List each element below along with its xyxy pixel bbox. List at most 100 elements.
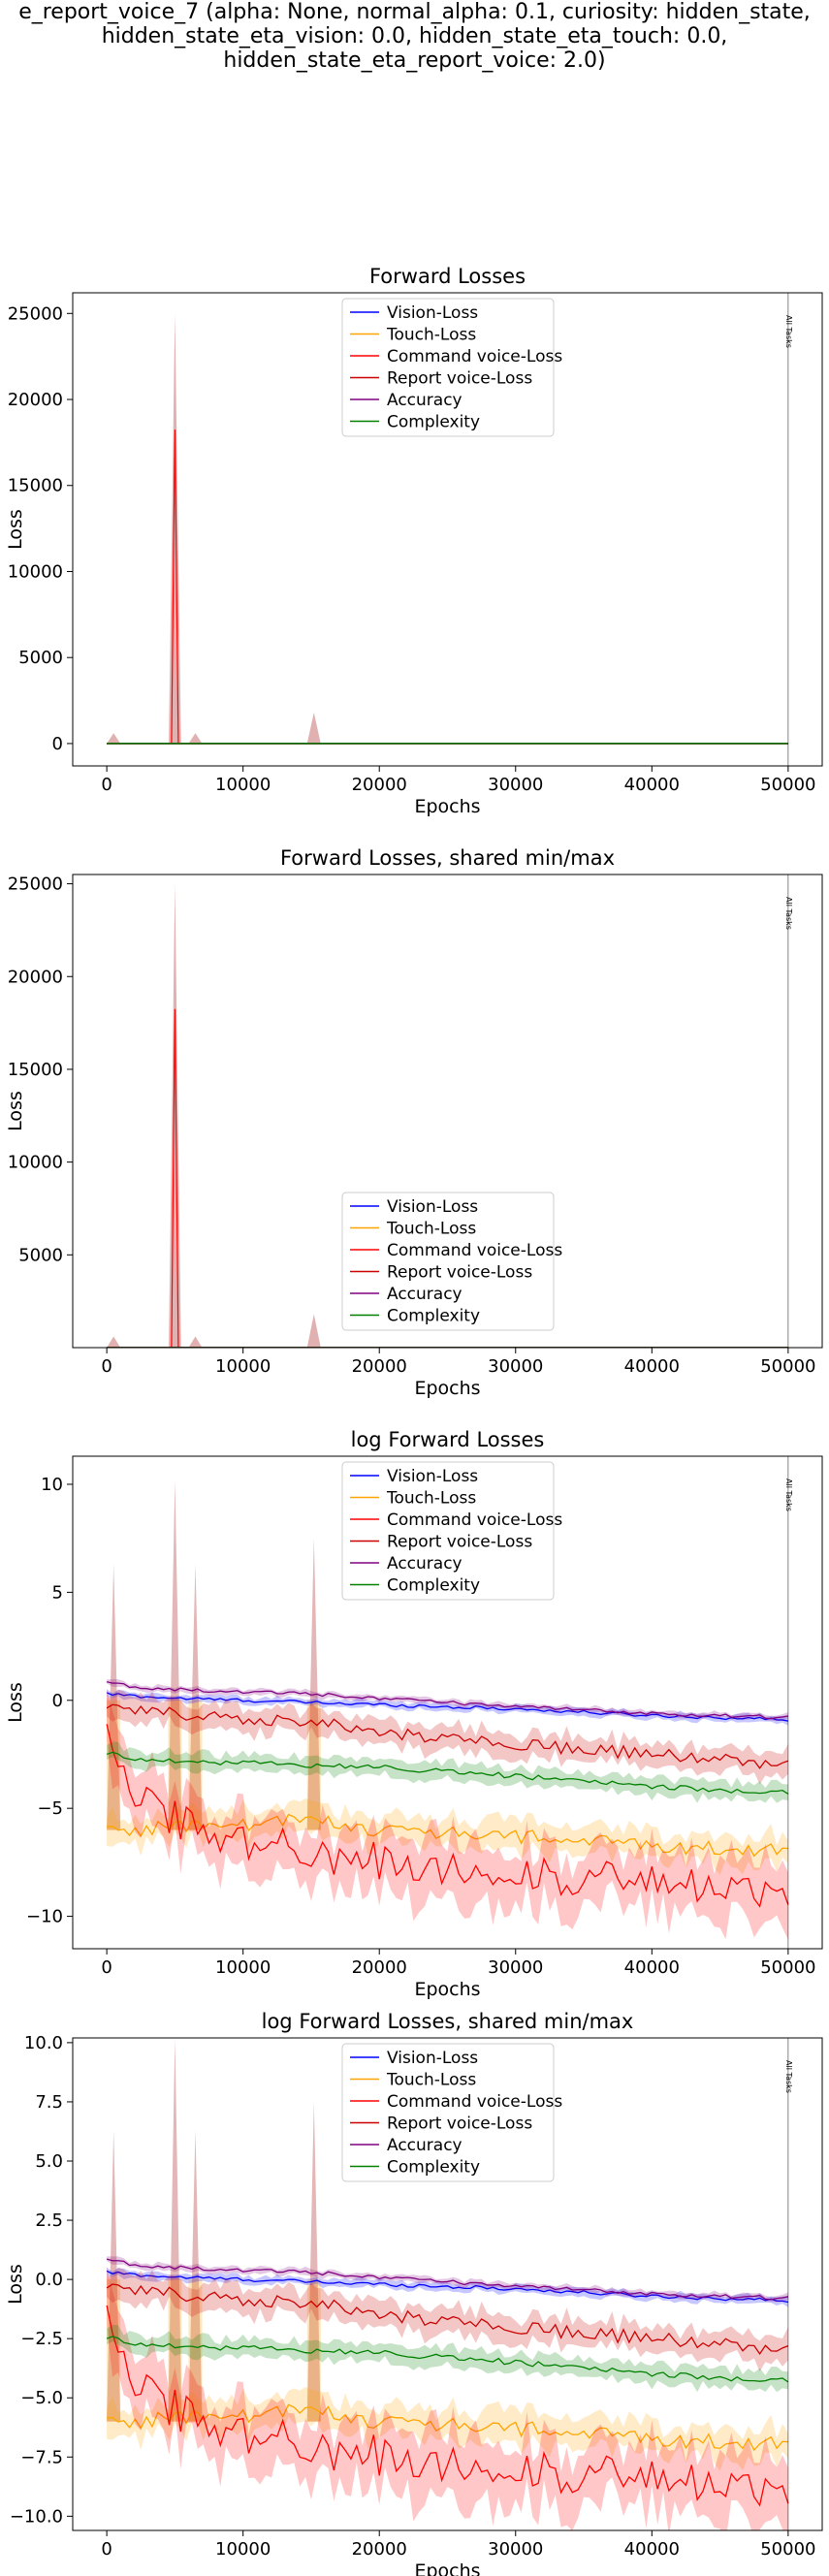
x-tick: 20000 (352, 1949, 407, 1978)
chart-title: Forward Losses, shared min/max (280, 846, 615, 870)
series-line-command (106, 1724, 789, 1908)
legend-entry: Command voice-Loss (387, 347, 562, 366)
x-tick: 20000 (352, 2530, 407, 2560)
spike-band (168, 2038, 182, 2422)
plot-area (106, 2038, 789, 2530)
spike-band (188, 733, 203, 744)
y-tick-label: 10000 (8, 561, 63, 582)
legend-entry: Complexity (387, 1576, 480, 1596)
figure-title-line-3: hidden_state_eta_report_voice: 2.0) (223, 48, 606, 73)
y-tick: 10 (41, 1475, 73, 1495)
series-band-vision (107, 1689, 788, 1726)
x-tick-label: 0 (101, 775, 112, 795)
y-tick: 0.0 (35, 2270, 73, 2290)
touch-spike-band (168, 2279, 182, 2422)
x-tick-label: 50000 (760, 775, 815, 795)
x-tick: 0 (101, 1348, 112, 1377)
spike-band (188, 1564, 203, 1830)
y-tick: 5000 (18, 1245, 73, 1265)
x-tick: 40000 (624, 1348, 680, 1377)
y-tick: 25000 (8, 875, 73, 895)
spike-band (306, 712, 321, 744)
chart-title: Forward Losses (369, 265, 526, 288)
y-tick-label: 5000 (18, 648, 63, 668)
x-tick-label: 30000 (488, 2539, 543, 2560)
x-axis-label: Epochs (414, 796, 480, 817)
plot-area (106, 1479, 789, 1940)
legend-entry: Vision-Loss (387, 2049, 478, 2068)
series-line-vision (106, 2270, 788, 2304)
legend: Vision-Loss Touch-Loss Command voice-Loss R… (341, 1461, 562, 1601)
y-tick-label: 10 (41, 1475, 63, 1495)
x-tick: 10000 (215, 2530, 271, 2560)
x-tick-label: 10000 (215, 2539, 271, 2560)
legend-box (341, 298, 555, 437)
legend-entry: Vision-Loss (387, 303, 478, 323)
x-tick: 0 (101, 1949, 112, 1978)
y-tick-label: 2.5 (35, 2210, 63, 2231)
y-axis-label: Loss (5, 509, 26, 550)
axes-frame (72, 2037, 823, 2531)
legend-entry: Accuracy (387, 2136, 462, 2155)
y-tick-label: 10.0 (24, 2033, 63, 2053)
x-tick: 10000 (215, 766, 271, 795)
x-tick: 40000 (624, 2530, 680, 2560)
series-band-complexity (107, 2324, 788, 2393)
figure-title-line-1: e_report_voice_7 (alpha: None, normal_al… (18, 0, 811, 24)
y-tick: 10000 (8, 561, 73, 582)
spike-band (306, 1314, 321, 1348)
spike-band (107, 1336, 121, 1348)
y-tick: 7.5 (35, 2092, 73, 2113)
legend-entry: Touch-Loss (386, 1220, 476, 1239)
x-axis-label: Epochs (414, 2560, 480, 2576)
series-line-vision (106, 1692, 788, 1722)
x-tick-label: 10000 (215, 1356, 271, 1377)
y-tick-label: 0.0 (35, 2270, 63, 2290)
chart-forward-losses-shared: Forward Losses, shared min/max All Tasks 0… (5, 846, 823, 1399)
legend: Vision-Loss Touch-Loss Command voice-Loss R… (341, 298, 562, 437)
axes-frame (72, 292, 823, 767)
legend-entry: Command voice-Loss (387, 1511, 562, 1530)
y-tick: 10.0 (24, 2033, 73, 2053)
x-tick: 50000 (760, 1348, 815, 1377)
x-tick-label: 30000 (488, 1957, 543, 1978)
x-tick: 30000 (488, 2530, 543, 2560)
touch-spike-band (168, 1700, 182, 1830)
x-tick-label: 30000 (488, 1356, 543, 1377)
legend-box (341, 1192, 555, 1331)
legend-entry: Report voice-Loss (387, 369, 532, 389)
y-tick-label: −5.0 (20, 2388, 63, 2408)
series-band-complexity (107, 1741, 788, 1803)
spike-band (169, 313, 181, 744)
y-tick: 25000 (8, 303, 73, 324)
axes-frame (72, 874, 823, 1349)
y-tick: −10 (26, 1907, 73, 1927)
series-line-accuracy (106, 2258, 788, 2301)
legend-entry: Command voice-Loss (387, 2092, 562, 2112)
legend-entry: Vision-Loss (387, 1467, 478, 1486)
y-tick: −7.5 (20, 2447, 73, 2467)
y-axis-label: Loss (5, 2264, 26, 2305)
x-tick-label: 20000 (352, 1356, 407, 1377)
legend-entry: Vision-Loss (387, 1197, 478, 1217)
series-line-report (106, 2283, 789, 2355)
series-band-accuracy (107, 1679, 788, 1722)
all-tasks-label: All Tasks (784, 1479, 793, 1511)
legend-entry: Report voice-Loss (387, 2115, 532, 2134)
x-tick-label: 30000 (488, 775, 543, 795)
legend-entry: Accuracy (387, 1285, 462, 1304)
y-tick: 10000 (8, 1153, 73, 1173)
chart-forward-losses: Forward Losses All Tasks 0 10000 20000 30000 4… (5, 265, 823, 817)
touch-spike-band (188, 1700, 203, 1830)
y-tick-label: −7.5 (20, 2447, 63, 2467)
legend-entry: Accuracy (387, 1554, 462, 1574)
x-tick-label: 20000 (352, 2539, 407, 2560)
legend-entry: Command voice-Loss (387, 1241, 562, 1260)
y-tick: 2.5 (35, 2210, 73, 2231)
series-line-report (106, 1703, 789, 1769)
y-tick-label: 20000 (8, 390, 63, 410)
x-tick: 50000 (760, 2530, 815, 2560)
spike-band (306, 1538, 321, 1830)
figure-title: e_report_voice_7 (alpha: None, normal_al… (0, 0, 829, 73)
x-tick: 10000 (215, 1348, 271, 1377)
